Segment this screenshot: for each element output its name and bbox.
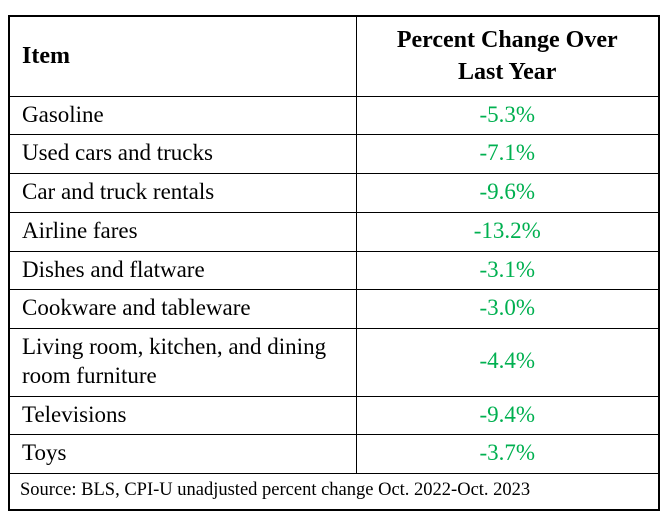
cpi-percent-change-table: Item Percent Change Over Last Year Gasol… bbox=[8, 15, 660, 511]
table-row: Airline fares -13.2% bbox=[8, 211, 660, 252]
source-note-row: Source: BLS, CPI-U unadjusted percent ch… bbox=[8, 473, 660, 510]
item-cell: Car and truck rentals bbox=[8, 173, 357, 213]
percent-change-cell: -7.1% bbox=[355, 134, 660, 174]
percent-change-cell: -3.0% bbox=[355, 289, 660, 329]
table-row: Cookware and tableware -3.0% bbox=[8, 289, 660, 329]
source-note: Source: BLS, CPI-U unadjusted percent ch… bbox=[8, 473, 660, 510]
table-row: Dishes and flatware -3.1% bbox=[8, 250, 660, 291]
item-cell: Cookware and tableware bbox=[8, 289, 357, 329]
item-cell: Living room, kitchen, and dining room fu… bbox=[8, 328, 357, 397]
item-cell: Gasoline bbox=[8, 95, 357, 136]
percent-change-cell: -4.4% bbox=[355, 328, 660, 397]
item-cell: Used cars and trucks bbox=[8, 134, 357, 174]
item-cell: Toys bbox=[8, 434, 357, 474]
table-row: Living room, kitchen, and dining room fu… bbox=[8, 328, 660, 397]
cpi-table-container: Item Percent Change Over Last Year Gasol… bbox=[8, 15, 660, 511]
item-cell: Airline fares bbox=[8, 211, 357, 252]
table-row: Used cars and trucks -7.1% bbox=[8, 134, 660, 174]
table-row: Televisions -9.4% bbox=[8, 395, 660, 436]
percent-change-cell: -5.3% bbox=[355, 95, 660, 136]
percent-change-cell: -3.1% bbox=[355, 250, 660, 291]
percent-change-cell: -13.2% bbox=[355, 211, 660, 252]
column-header-percent-change: Percent Change Over Last Year bbox=[355, 15, 660, 97]
column-header-item: Item bbox=[8, 15, 357, 97]
table-row: Toys -3.7% bbox=[8, 434, 660, 474]
percent-change-cell: -3.7% bbox=[355, 434, 660, 474]
percent-change-cell: -9.4% bbox=[355, 395, 660, 436]
percent-change-cell: -9.6% bbox=[355, 173, 660, 213]
item-cell: Televisions bbox=[8, 395, 357, 436]
table-row: Car and truck rentals -9.6% bbox=[8, 173, 660, 213]
item-cell: Dishes and flatware bbox=[8, 250, 357, 291]
table-row: Gasoline -5.3% bbox=[8, 95, 660, 136]
header-row: Item Percent Change Over Last Year bbox=[8, 15, 660, 97]
